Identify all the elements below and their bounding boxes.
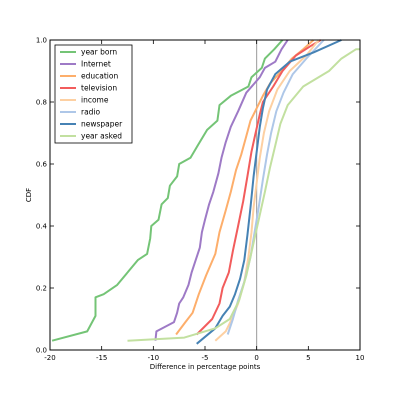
legend-label: newspaper — [81, 120, 123, 129]
legend: year born Internet education television inco… — [54, 44, 133, 144]
series-layer — [51, 39, 360, 345]
legend-label: year born — [81, 48, 117, 57]
y-tick-label: 1.0 — [36, 37, 47, 45]
y-tick-label: 0.4 — [36, 223, 48, 231]
y-tick-label: 0.6 — [36, 161, 48, 169]
y-tick-label: 0.0 — [36, 347, 47, 355]
x-axis-label: Difference in percentage points — [150, 363, 261, 371]
series-line-1 — [154, 39, 289, 341]
legend-label: income — [81, 96, 109, 105]
y-tick-label: 0.8 — [36, 99, 47, 107]
legend-label: television — [81, 84, 117, 93]
legend-label: Internet — [81, 60, 111, 69]
legend-label: education — [81, 72, 118, 81]
x-tick-label: -15 — [96, 354, 107, 362]
x-tick-label: -10 — [148, 354, 159, 362]
x-tick-label: 10 — [356, 354, 365, 362]
series-line-6 — [196, 39, 342, 345]
series-line-3 — [195, 39, 322, 336]
x-tick-label: -5 — [202, 354, 209, 362]
x-tick-label: 5 — [306, 354, 310, 362]
x-tick-label: 0 — [254, 354, 258, 362]
series-line-7 — [127, 48, 360, 342]
legend-label: radio — [81, 108, 101, 117]
series-line-0 — [51, 39, 284, 342]
y-axis-label: CDF — [25, 188, 33, 202]
ticks-layer: -20 -15 -10 -5 0 5 10 0.0 0.2 0.4 0.6 0.8 1.0 — [36, 37, 365, 363]
x-tick-label: -20 — [44, 354, 55, 362]
series-line-2 — [175, 39, 315, 336]
legend-label: year asked — [81, 132, 122, 141]
legend-box — [54, 44, 133, 144]
y-tick-label: 0.2 — [36, 285, 47, 293]
